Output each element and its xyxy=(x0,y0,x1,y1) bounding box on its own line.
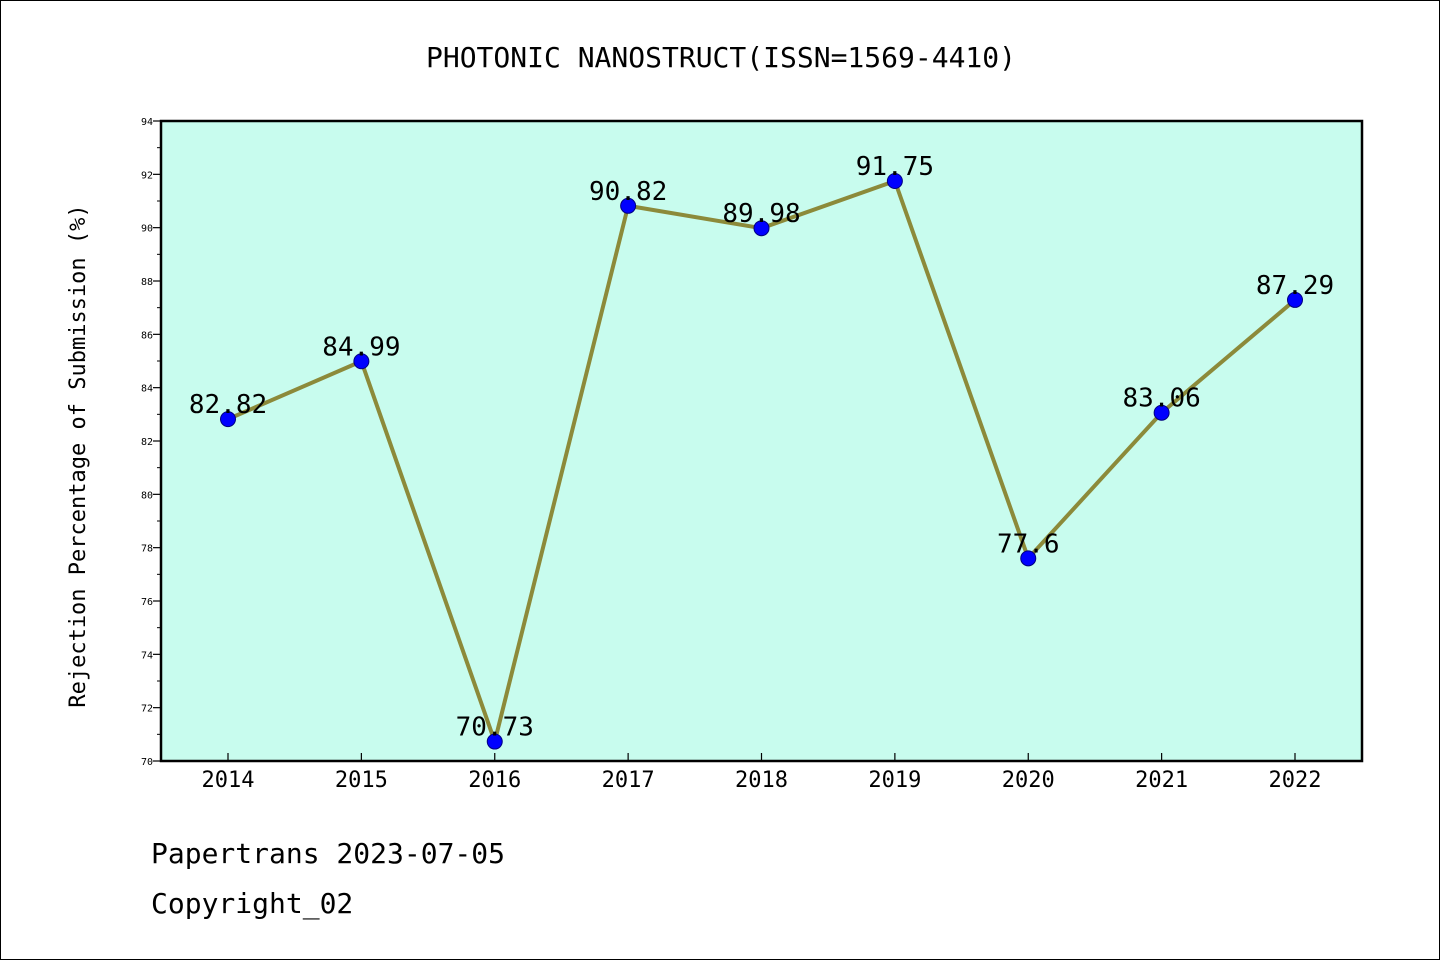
data-label: 91.75 xyxy=(856,152,934,182)
y-axis-label: Rejection Percentage of Submission (%) xyxy=(66,204,91,707)
footer-credit: Papertrans 2023-07-05 xyxy=(151,837,506,870)
y-tick-label: 86 xyxy=(141,330,153,341)
chart-title: PHOTONIC NANOSTRUCT(ISSN=1569-4410) xyxy=(426,41,1016,74)
data-point-marker xyxy=(486,733,503,750)
data-point-marker xyxy=(1287,291,1303,308)
data-point-marker xyxy=(620,197,637,214)
data-label: 83.06 xyxy=(1122,384,1200,414)
y-tick-label: 92 xyxy=(141,170,153,181)
y-tick-label: 78 xyxy=(141,544,153,555)
x-tick-label: 2021 xyxy=(1135,768,1188,793)
plot-frame xyxy=(159,119,1364,763)
x-tick-label: 2014 xyxy=(202,768,255,793)
data-label: 90.82 xyxy=(589,177,667,207)
y-tick-label: 80 xyxy=(141,490,153,501)
x-tick-label: 2017 xyxy=(602,768,655,793)
y-axis-ticks: 70 72 74 76 78 80 82 84 86 88 90 92 94 xyxy=(141,117,161,768)
y-tick-label: 70 xyxy=(141,757,153,768)
footer-copyright: Copyright_02 xyxy=(151,887,354,920)
x-axis-ticks: 2014 2015 2016 2017 2018 2019 2020 2021 2022 xyxy=(202,753,1322,793)
y-tick-label: 82 xyxy=(141,437,153,448)
x-tick-label: 2016 xyxy=(468,768,521,793)
y-tick-label: 94 xyxy=(141,117,153,128)
data-label: 70.73 xyxy=(456,713,534,743)
y-tick-label: 76 xyxy=(141,597,153,608)
x-tick-label: 2022 xyxy=(1269,768,1322,793)
data-label: 82.82 xyxy=(189,390,267,420)
data-labels: 82.82 84.99 70.73 90.82 89.98 91.75 77.6 83.06 8… xyxy=(189,152,1334,743)
y-tick-label: 72 xyxy=(141,704,153,715)
data-label: 84.99 xyxy=(322,332,400,362)
x-tick-label: 2019 xyxy=(868,768,921,793)
y-tick-label: 84 xyxy=(141,384,153,395)
data-point-markers xyxy=(220,173,1303,750)
x-tick-label: 2020 xyxy=(1002,768,1055,793)
data-point-marker xyxy=(886,173,903,189)
data-label: 77.6 xyxy=(997,529,1060,559)
data-point-marker xyxy=(1020,550,1037,567)
data-point-marker xyxy=(220,411,236,428)
y-tick-label: 88 xyxy=(141,277,153,288)
data-point-marker xyxy=(1153,404,1170,421)
y-tick-label: 74 xyxy=(141,650,153,661)
y-tick-label: 90 xyxy=(141,224,153,235)
x-tick-label: 2015 xyxy=(335,768,388,793)
data-label: 87.29 xyxy=(1256,271,1334,301)
x-tick-label: 2018 xyxy=(735,768,788,793)
data-label: 89.98 xyxy=(722,199,800,229)
data-point-marker xyxy=(753,220,770,237)
data-point-marker xyxy=(353,353,370,370)
